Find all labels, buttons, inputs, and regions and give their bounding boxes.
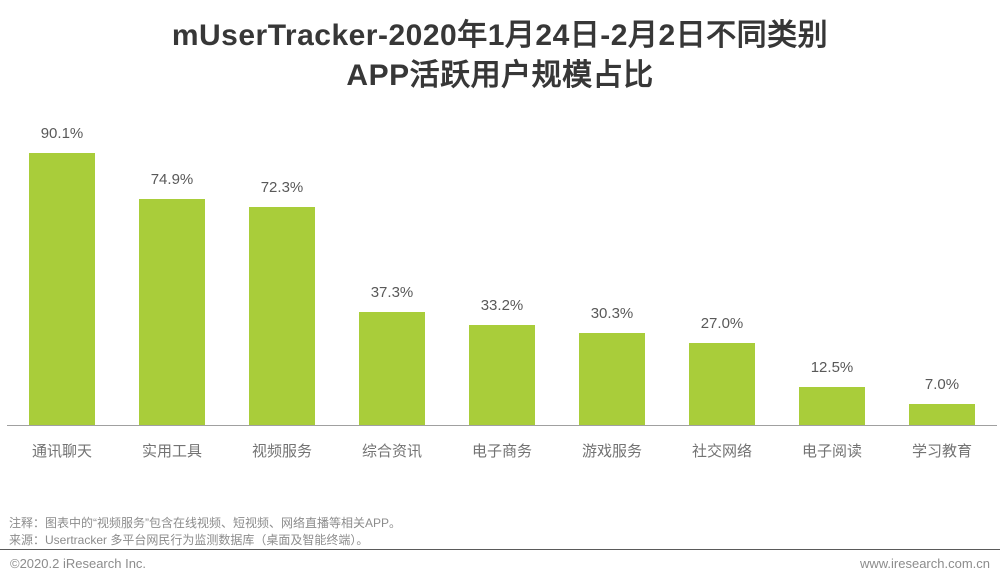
bar (249, 207, 315, 425)
category-label: 实用工具 (141, 443, 202, 460)
plot-area: 90.1% 74.9% 72.3% 37.3% 33.2% 30.3% 27.0% 12.5%… (7, 110, 997, 426)
category-label: 社交网络 (691, 443, 752, 460)
footnotes: 注释：图表中的“视频服务”包含在线视频、短视频、网络直播等相关APP。 来源：U… (9, 515, 401, 549)
category-label: 游戏服务 (581, 443, 642, 460)
bar-value-label: 33.2% (480, 297, 524, 314)
bar-column: 37.3% (337, 110, 447, 425)
footnote-annotation: 注释：图表中的“视频服务”包含在线视频、短视频、网络直播等相关APP。 (9, 516, 402, 530)
bar-column: 30.3% (557, 110, 667, 425)
bar-value-label: 27.0% (700, 315, 744, 332)
bar-value-label: 7.0% (924, 376, 960, 393)
bar-value-label: 90.1% (40, 125, 84, 142)
bar-value-label: 12.5% (810, 359, 854, 376)
category-label: 电子商务 (471, 443, 532, 460)
bar-column: 90.1% (7, 110, 117, 425)
bar-value-label: 72.3% (260, 179, 304, 196)
footer-bar: ©2020.2 iResearch Inc. www.iresearch.com… (0, 556, 1000, 571)
footer-divider (0, 549, 1000, 550)
bar (359, 312, 425, 425)
bar (469, 325, 535, 425)
bar (139, 199, 205, 425)
bar-value-label: 74.9% (150, 171, 194, 188)
bar (799, 387, 865, 425)
bar-column: 33.2% (447, 110, 557, 425)
bar-column: 72.3% (227, 110, 337, 425)
bar-column: 74.9% (117, 110, 227, 425)
bar (909, 404, 975, 425)
bar-column: 27.0% (667, 110, 777, 425)
category-label: 视频服务 (251, 443, 312, 460)
bar-value-label: 30.3% (590, 305, 634, 322)
category-label: 电子阅读 (801, 443, 862, 460)
category-label: 学习教育 (911, 443, 972, 460)
bar (579, 333, 645, 425)
footnote-source: 来源：Usertracker 多平台网民行为监测数据库（桌面及智能终端）。 (9, 533, 369, 547)
website-text: www.iresearch.com.cn (859, 556, 990, 571)
chart-title: mUserTracker-2020年1月24日-2月2日不同类别 APP活跃用户… (0, 0, 1000, 96)
bar (689, 343, 755, 425)
chart-title-line2: APP活跃用户规模占比 (346, 59, 654, 92)
bar-column: 7.0% (887, 110, 997, 425)
category-label: 通讯聊天 (31, 443, 92, 460)
category-axis: 通讯聊天 实用工具 视频服务 综合资讯 电子商务 游戏服务 社交网络 电子阅读 学习教育 (7, 440, 997, 461)
bar-column: 12.5% (777, 110, 887, 425)
bar-value-label: 37.3% (370, 284, 414, 301)
chart-title-line1: mUserTracker-2020年1月24日-2月2日不同类别 (171, 19, 829, 52)
copyright-text: ©2020.2 iResearch Inc. (10, 556, 147, 571)
category-label: 综合资讯 (361, 443, 422, 460)
bar (29, 153, 95, 425)
